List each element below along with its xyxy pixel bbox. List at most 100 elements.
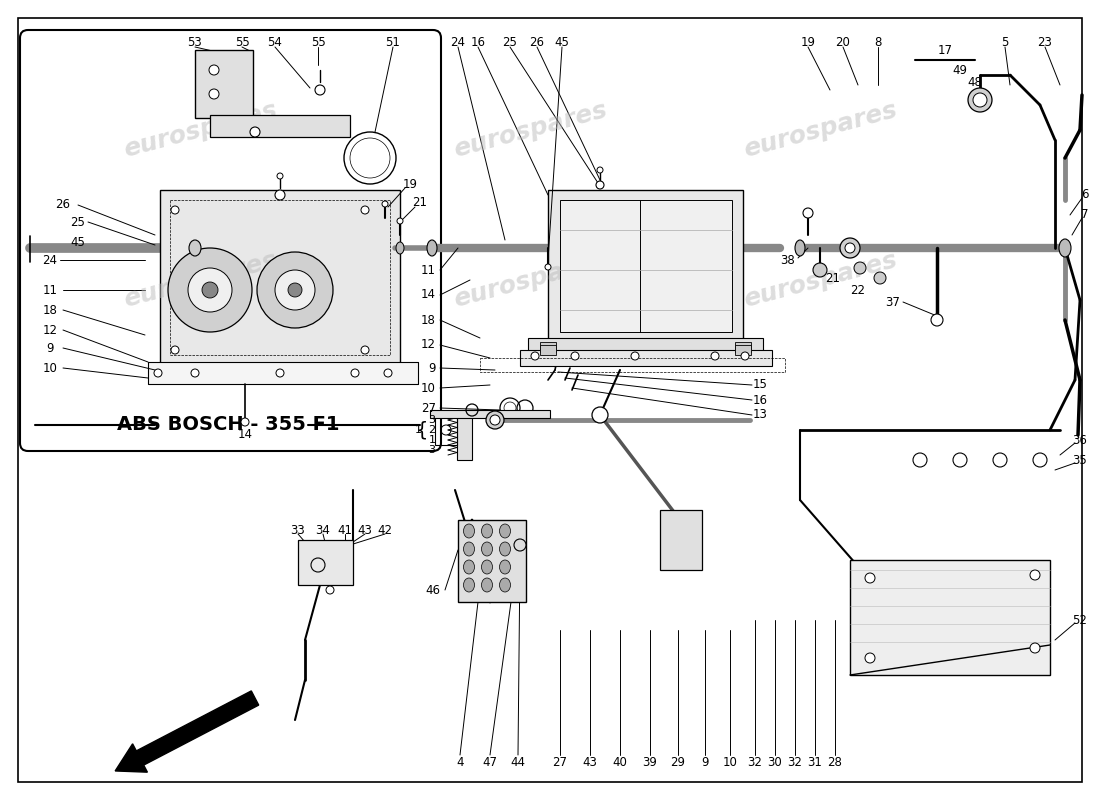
Text: 15: 15 (752, 378, 768, 391)
Circle shape (974, 93, 987, 107)
Text: 16: 16 (752, 394, 768, 406)
Circle shape (154, 369, 162, 377)
Text: 11: 11 (421, 263, 436, 277)
Text: 26: 26 (55, 198, 70, 211)
Text: 23: 23 (1037, 37, 1053, 50)
Text: 3: 3 (429, 445, 436, 455)
Text: 32: 32 (748, 755, 762, 769)
Ellipse shape (499, 542, 510, 556)
Text: 1: 1 (415, 425, 422, 435)
Bar (430, 410, 550, 418)
Text: 52: 52 (1072, 614, 1088, 626)
Bar (458, 520, 526, 602)
Bar (148, 362, 418, 384)
Circle shape (170, 206, 179, 214)
Circle shape (276, 369, 284, 377)
Text: 54: 54 (267, 37, 283, 50)
Text: 10: 10 (43, 362, 57, 374)
Circle shape (531, 352, 539, 360)
Bar (660, 510, 702, 570)
Ellipse shape (396, 242, 404, 254)
Bar (434, 415, 456, 445)
Ellipse shape (499, 578, 510, 592)
Text: eurospares: eurospares (121, 248, 279, 312)
Ellipse shape (427, 240, 437, 256)
Circle shape (1033, 453, 1047, 467)
Bar (850, 560, 1050, 675)
Text: 17: 17 (937, 43, 953, 57)
Circle shape (490, 415, 500, 425)
Text: 10: 10 (723, 755, 737, 769)
Ellipse shape (499, 524, 510, 538)
Bar (148, 362, 418, 384)
Circle shape (397, 218, 403, 224)
Text: 6: 6 (1081, 189, 1089, 202)
Text: 12: 12 (43, 323, 57, 337)
Text: 13: 13 (752, 409, 768, 422)
Text: eurospares: eurospares (740, 98, 900, 162)
Text: 10: 10 (421, 382, 436, 394)
Circle shape (275, 270, 315, 310)
Text: 5: 5 (1001, 37, 1009, 50)
Circle shape (813, 263, 827, 277)
Text: 35: 35 (1072, 454, 1088, 466)
Bar (735, 342, 751, 352)
Circle shape (741, 352, 749, 360)
Circle shape (865, 653, 874, 663)
Text: 37: 37 (886, 295, 900, 309)
Circle shape (202, 282, 218, 298)
Circle shape (382, 201, 388, 207)
Text: 25: 25 (70, 215, 86, 229)
Bar (456, 410, 472, 460)
Bar (195, 50, 253, 118)
Ellipse shape (482, 524, 493, 538)
Circle shape (544, 264, 551, 270)
Text: 45: 45 (554, 37, 570, 50)
Text: 33: 33 (290, 523, 306, 537)
Circle shape (257, 252, 333, 328)
Text: ABS BOSCH - 355 F1: ABS BOSCH - 355 F1 (117, 415, 339, 434)
Circle shape (351, 369, 359, 377)
Circle shape (993, 453, 1007, 467)
Circle shape (168, 248, 252, 332)
Bar (160, 190, 400, 365)
Ellipse shape (795, 240, 805, 256)
Text: 42: 42 (377, 523, 393, 537)
Circle shape (288, 283, 302, 297)
Text: 11: 11 (43, 283, 57, 297)
Text: 21: 21 (412, 197, 428, 210)
Text: 1: 1 (429, 435, 436, 445)
Ellipse shape (482, 542, 493, 556)
Text: 16: 16 (471, 37, 485, 50)
Text: 46: 46 (425, 583, 440, 597)
Bar (520, 350, 772, 366)
Bar (540, 345, 556, 355)
Bar (170, 200, 390, 355)
Circle shape (241, 418, 249, 426)
Text: 40: 40 (613, 755, 627, 769)
Circle shape (711, 352, 719, 360)
Bar (540, 342, 556, 352)
Bar (528, 338, 763, 356)
Circle shape (384, 369, 392, 377)
Bar (548, 190, 742, 345)
Text: eurospares: eurospares (451, 98, 609, 162)
Text: 32: 32 (788, 755, 802, 769)
Text: 36: 36 (1072, 434, 1088, 446)
Text: 14: 14 (238, 429, 253, 442)
Bar (298, 540, 353, 585)
Ellipse shape (463, 524, 474, 538)
Circle shape (514, 539, 526, 551)
Circle shape (277, 173, 283, 179)
Circle shape (170, 346, 179, 354)
Circle shape (361, 206, 368, 214)
Circle shape (250, 127, 260, 137)
Text: 47: 47 (483, 755, 497, 769)
Text: 18: 18 (421, 314, 436, 326)
Text: 41: 41 (338, 523, 352, 537)
Text: eurospares: eurospares (740, 248, 900, 312)
Text: 9: 9 (429, 362, 436, 374)
Text: 19: 19 (403, 178, 418, 191)
Text: 53: 53 (188, 37, 202, 50)
Circle shape (854, 262, 866, 274)
